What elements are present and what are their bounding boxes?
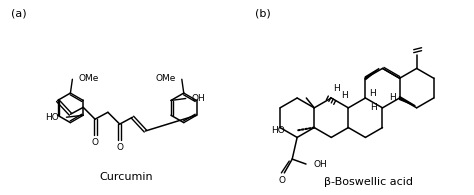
- Text: H: H: [341, 90, 347, 99]
- Text: OMe: OMe: [155, 74, 176, 83]
- Text: H: H: [333, 84, 339, 93]
- Text: Curcumin: Curcumin: [100, 172, 154, 182]
- Text: H: H: [389, 93, 396, 103]
- Text: HO: HO: [45, 113, 59, 122]
- Text: H: H: [369, 89, 376, 98]
- Text: OMe: OMe: [78, 74, 99, 83]
- Text: O: O: [116, 143, 123, 152]
- Text: H: H: [370, 103, 377, 112]
- Polygon shape: [400, 97, 415, 106]
- Text: O: O: [91, 138, 99, 147]
- Text: OH: OH: [314, 160, 328, 168]
- Text: OH: OH: [191, 94, 205, 103]
- Text: HO: HO: [271, 126, 284, 135]
- Text: (a): (a): [11, 8, 27, 18]
- Text: O: O: [279, 176, 286, 185]
- Polygon shape: [365, 68, 379, 80]
- Text: (b): (b): [255, 8, 271, 18]
- Text: β-Boswellic acid: β-Boswellic acid: [324, 177, 412, 187]
